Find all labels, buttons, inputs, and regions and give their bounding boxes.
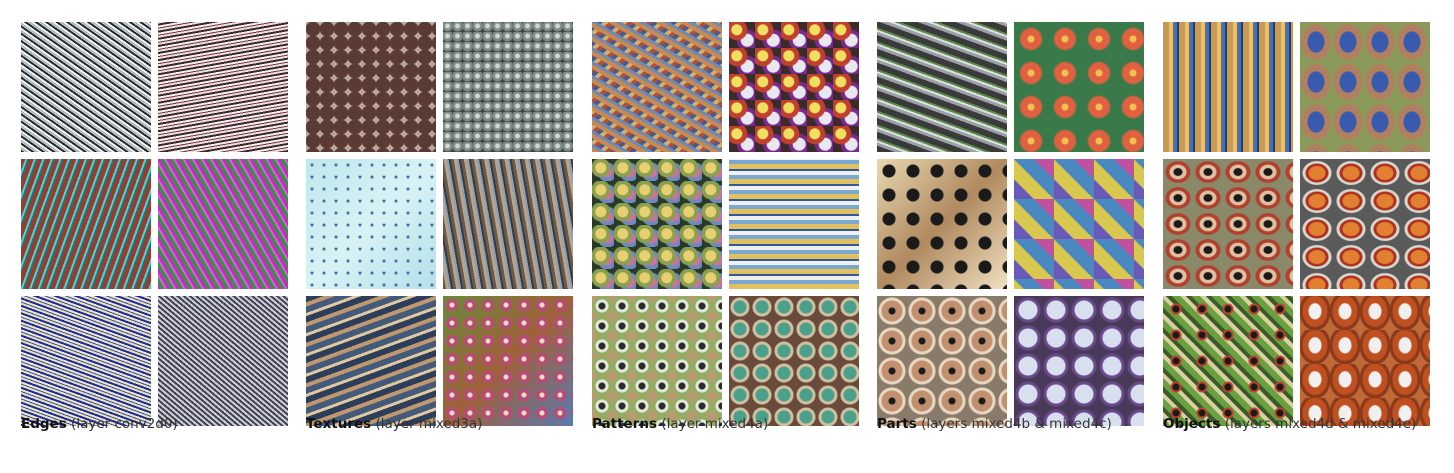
feature-visualization-image — [1163, 159, 1293, 289]
caption-layer: (layers mixed4d & mixed4e) — [1224, 416, 1417, 432]
feature-visualization-image — [729, 296, 859, 426]
caption-title: Objects — [1163, 416, 1221, 432]
feature-visualization-image — [158, 159, 288, 289]
feature-visualization-image — [158, 22, 288, 152]
caption-layer: (layers mixed4b & mixed4c) — [921, 416, 1112, 432]
feature-visualization-image — [592, 22, 722, 152]
group-edges — [21, 22, 288, 426]
feature-visualization-image — [306, 22, 436, 152]
feature-visualization-image — [1300, 296, 1430, 426]
feature-visualization-image — [592, 296, 722, 426]
caption-layer: (layer mixed4a) — [661, 416, 769, 432]
feature-visualization-image — [306, 296, 436, 426]
caption-title: Patterns — [592, 416, 658, 432]
feature-visualization-image — [877, 22, 1007, 152]
feature-visualization-image — [877, 159, 1007, 289]
feature-visualization-image — [443, 159, 573, 289]
image-grid — [306, 22, 573, 426]
feature-visualization-image — [1014, 159, 1144, 289]
feature-visualization-image — [306, 159, 436, 289]
feature-visualization-image — [443, 22, 573, 152]
image-grid — [21, 22, 288, 426]
image-grid — [877, 22, 1144, 426]
feature-visualization-image — [877, 296, 1007, 426]
feature-visualization-image — [1300, 159, 1430, 289]
caption-title: Textures — [306, 416, 372, 432]
feature-visualization-image — [21, 296, 151, 426]
feature-visualization-image — [729, 159, 859, 289]
feature-visualization-image — [21, 159, 151, 289]
feature-visualization-image — [443, 296, 573, 426]
caption-parts: Parts (layers mixed4b & mixed4c) — [877, 416, 1112, 432]
caption-patterns: Patterns (layer mixed4a) — [592, 416, 768, 432]
caption-textures: Textures (layer mixed3a) — [306, 416, 482, 432]
group-objects — [1163, 22, 1430, 426]
feature-visualization-image — [592, 159, 722, 289]
feature-visualization-image — [729, 22, 859, 152]
group-textures — [306, 22, 573, 426]
image-grid — [592, 22, 859, 426]
feature-visualization-image — [1014, 22, 1144, 152]
feature-visualization-image — [1163, 296, 1293, 426]
image-grid — [1163, 22, 1430, 426]
caption-edges: Edges (layer conv2d0) — [21, 416, 178, 432]
caption-title: Edges — [21, 416, 67, 432]
feature-visualization-image — [1163, 22, 1293, 152]
feature-visualization-image — [1300, 22, 1430, 152]
group-patterns — [592, 22, 859, 426]
caption-layer: (layer conv2d0) — [71, 416, 178, 432]
caption-objects: Objects (layers mixed4d & mixed4e) — [1163, 416, 1416, 432]
feature-visualization-image — [158, 296, 288, 426]
feature-visualization-image — [1014, 296, 1144, 426]
caption-layer: (layer mixed3a) — [375, 416, 483, 432]
group-parts — [877, 22, 1144, 426]
feature-visualization-image — [21, 22, 151, 152]
caption-title: Parts — [877, 416, 917, 432]
